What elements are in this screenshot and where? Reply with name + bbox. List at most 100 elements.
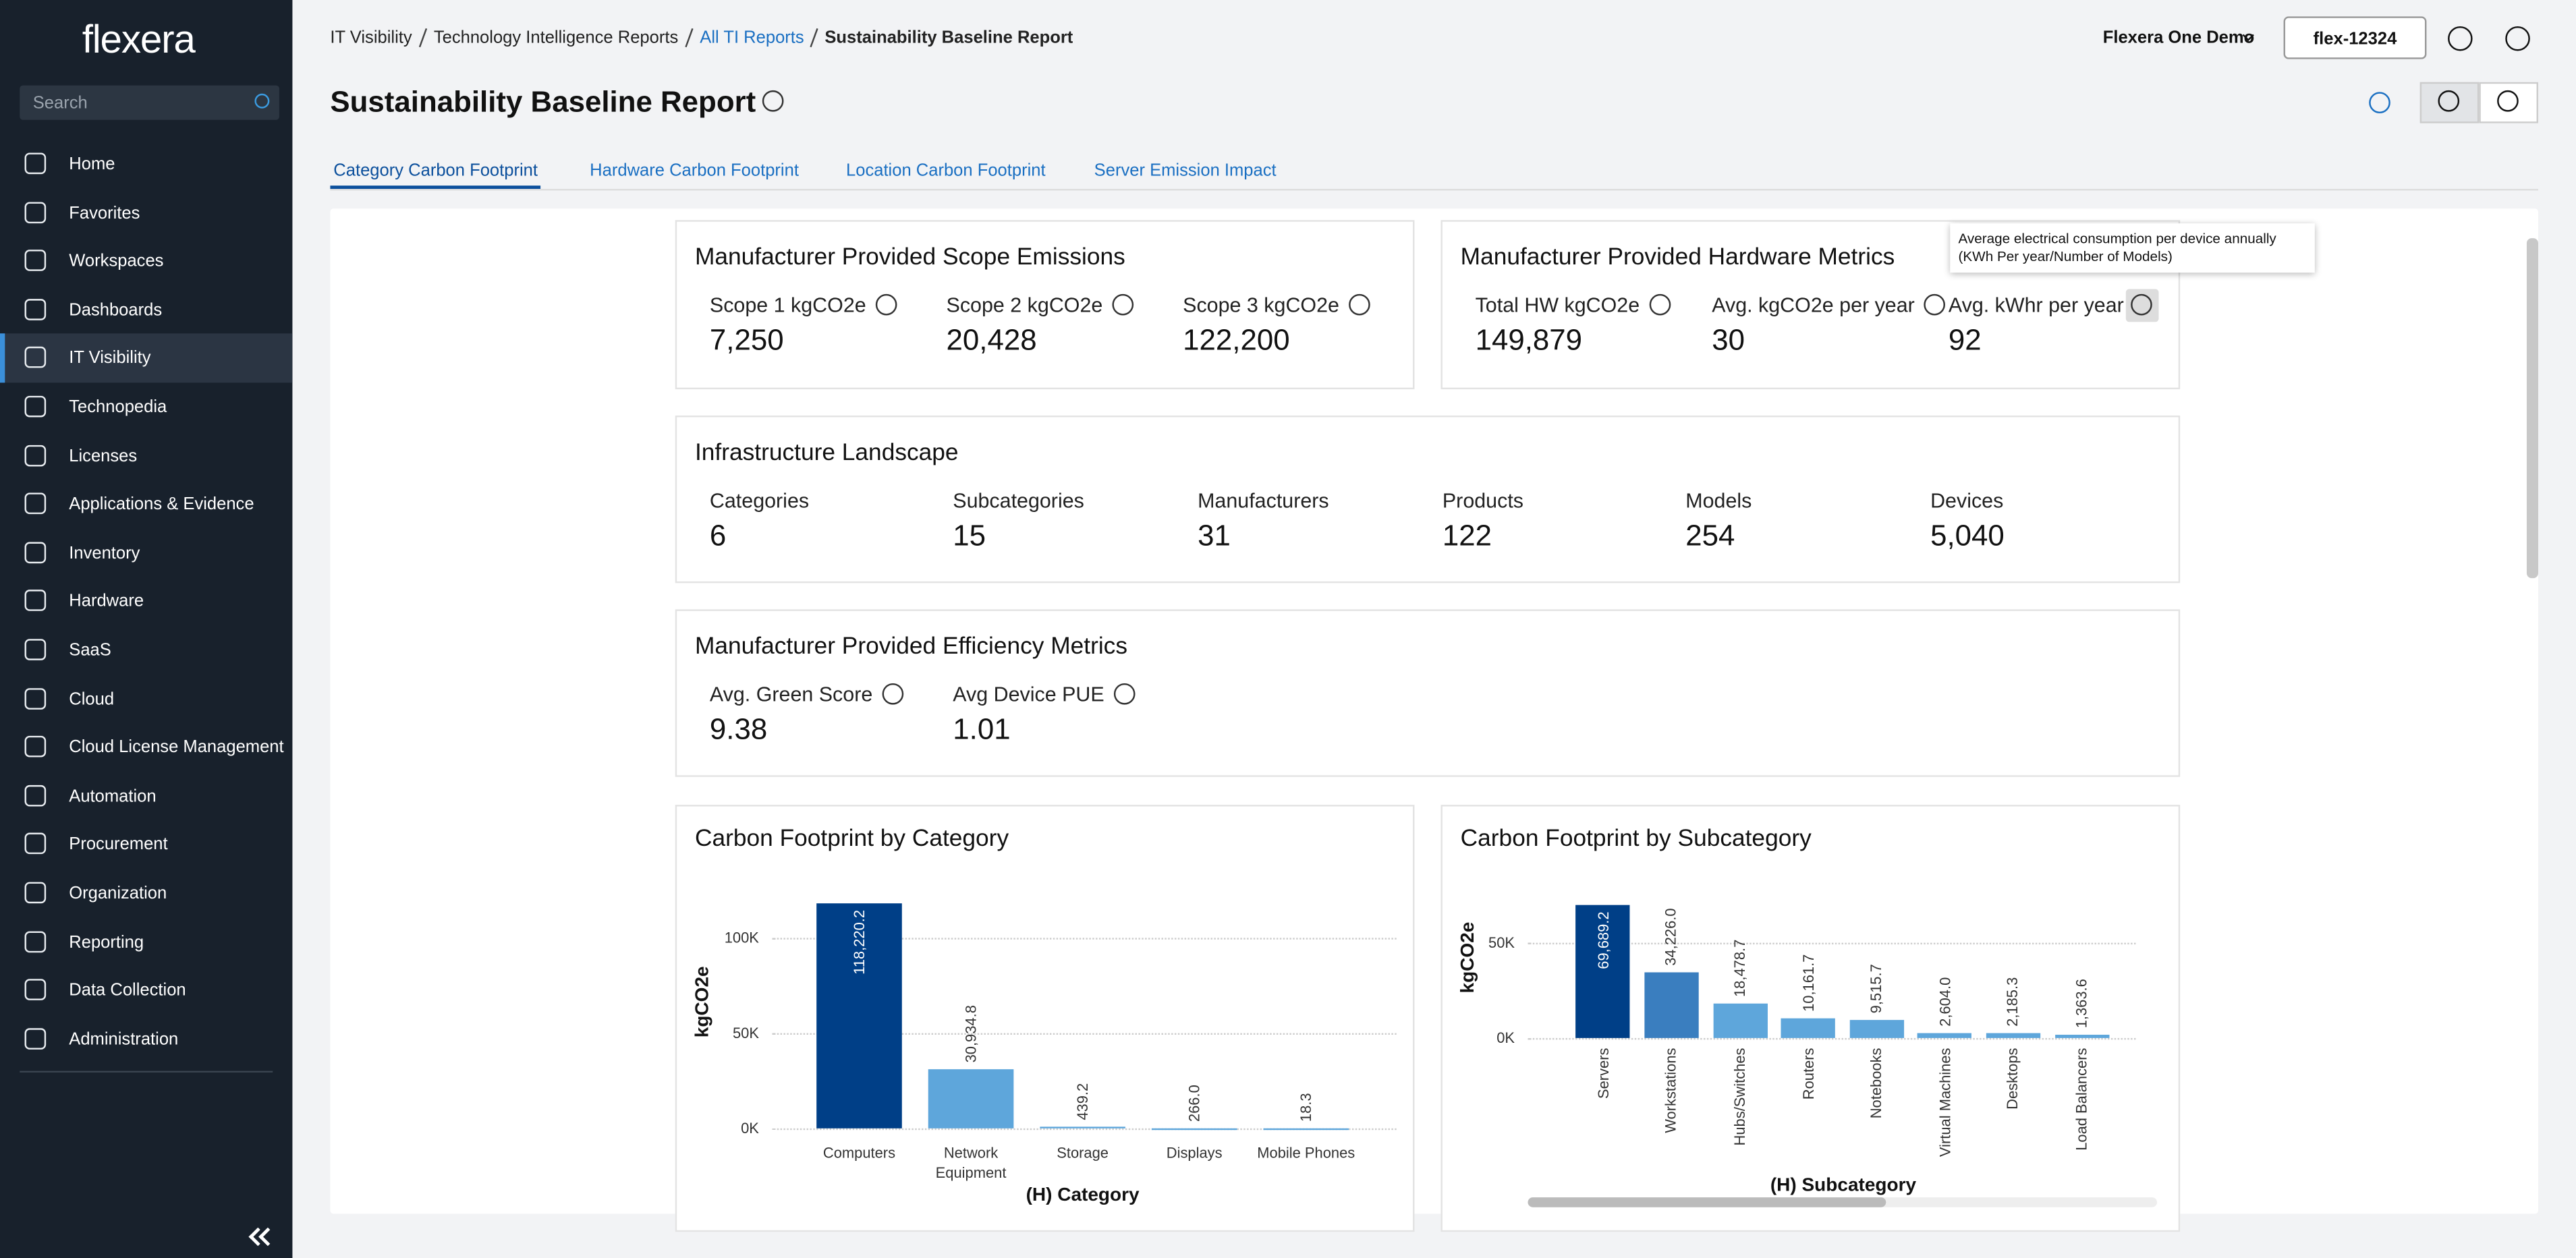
bar[interactable] xyxy=(1917,1033,1972,1038)
bar[interactable] xyxy=(928,1069,1014,1128)
y-tick-label: 0K xyxy=(1496,1029,1515,1047)
help-icon[interactable] xyxy=(2505,26,2530,51)
nav-item[interactable]: Automation xyxy=(69,786,157,807)
bar[interactable] xyxy=(1040,1127,1125,1129)
info-icon[interactable] xyxy=(875,293,897,316)
nav-icon xyxy=(24,590,47,612)
nav-item[interactable]: Workspaces xyxy=(69,252,164,272)
card xyxy=(675,416,2181,583)
nav-item[interactable]: Cloud xyxy=(69,689,115,709)
nav-item[interactable]: Inventory xyxy=(69,543,140,563)
nav-item[interactable]: Applications & Evidence xyxy=(69,494,254,515)
nav-icon xyxy=(24,833,47,855)
breadcrumb-item[interactable]: Technology Intelligence Reports xyxy=(433,28,679,48)
org-name: flex-12324 xyxy=(2313,29,2397,50)
sidebar xyxy=(0,0,293,1258)
tab[interactable]: Hardware Carbon Footprint xyxy=(590,161,799,181)
breadcrumb-item[interactable]: IT Visibility xyxy=(330,28,412,48)
y-tick-label: 100K xyxy=(724,930,759,946)
nav-item[interactable]: Reporting xyxy=(69,932,144,952)
metric-value: 92 xyxy=(1948,323,1982,357)
info-icon[interactable] xyxy=(882,683,904,705)
metric-value: 122,200 xyxy=(1183,323,1290,357)
info-icon[interactable] xyxy=(1924,293,1945,316)
nav-item[interactable]: Technopedia xyxy=(69,397,167,418)
nav-item[interactable]: Favorites xyxy=(69,202,140,223)
account-menu[interactable]: Flexera One Demo xyxy=(2102,28,2255,48)
info-icon[interactable] xyxy=(2125,289,2159,322)
metric-value: 149,879 xyxy=(1475,323,1583,357)
x-axis-label: (H) Subcategory xyxy=(1770,1176,1917,1196)
tab[interactable]: Category Carbon Footprint xyxy=(333,161,538,181)
search-box[interactable]: Search xyxy=(20,85,279,120)
info-icon[interactable] xyxy=(762,90,787,115)
info-icon[interactable] xyxy=(1349,293,1370,316)
nav-icon xyxy=(24,687,47,709)
metric-label: Scope 2 kgCO2e xyxy=(946,293,1103,317)
nav-item[interactable]: Home xyxy=(69,154,115,175)
nav-item[interactable]: Dashboards xyxy=(69,300,163,320)
nav-item[interactable]: Cloud License Management xyxy=(69,737,284,757)
nav-item[interactable]: Licenses xyxy=(69,446,138,466)
bar[interactable] xyxy=(1986,1033,2040,1038)
x-tick-label: Displays xyxy=(1166,1145,1223,1162)
metric-label: Scope 3 kgCO2e xyxy=(1183,293,1339,317)
scrollbar-thumb xyxy=(2526,238,2538,579)
h-scroll-thumb[interactable] xyxy=(1528,1197,1886,1207)
tooltip: Average electrical consumption per devic… xyxy=(1950,223,2315,273)
info-icon[interactable] xyxy=(1649,293,1671,316)
nav-icon xyxy=(24,152,47,175)
x-tick-label: Mobile Phones xyxy=(1257,1145,1355,1162)
metric-label: Avg Device PUE xyxy=(953,683,1104,707)
tab[interactable]: Location Carbon Footprint xyxy=(845,161,1046,181)
metric-value: 30 xyxy=(1712,323,1745,357)
grid-line xyxy=(772,1128,1397,1131)
y-axis-label: kgCO2e xyxy=(693,966,713,1038)
metric-value: 122 xyxy=(1442,519,1492,552)
metric-label: Manufacturers xyxy=(1198,489,1329,513)
breadcrumb-item[interactable]: All TI Reports xyxy=(700,28,804,48)
nav-icon xyxy=(24,882,47,904)
info-icon[interactable] xyxy=(1112,293,1134,316)
info-icon[interactable] xyxy=(1113,683,1136,705)
bar[interactable] xyxy=(1644,973,1699,1038)
nav-item[interactable]: Administration xyxy=(69,1029,179,1050)
card-title: Infrastructure Landscape xyxy=(694,440,959,467)
bar[interactable] xyxy=(816,903,902,1128)
card xyxy=(675,220,1415,390)
bar[interactable] xyxy=(1712,1002,1767,1038)
chart-title: Carbon Footprint by Subcategory xyxy=(1460,826,1812,853)
metric-value: 31 xyxy=(1198,519,1231,552)
metric-value: 254 xyxy=(1685,519,1735,552)
nav-item[interactable]: Procurement xyxy=(69,834,168,855)
logo: flexera xyxy=(82,18,196,63)
metric-label: Subcategories xyxy=(953,489,1084,513)
value-label: 18.3 xyxy=(1297,1093,1314,1122)
org-box[interactable]: flex-12324 xyxy=(2283,16,2427,59)
x-tick-label: Storage xyxy=(1057,1145,1109,1162)
bar[interactable] xyxy=(1151,1128,1237,1129)
value-label: 266.0 xyxy=(1186,1084,1203,1122)
nav-item[interactable]: Hardware xyxy=(69,592,144,612)
bar[interactable] xyxy=(1575,905,1631,1038)
card xyxy=(675,609,2181,777)
user-icon[interactable] xyxy=(2448,26,2473,51)
nav-item[interactable]: Organization xyxy=(69,884,167,904)
value-label: 30,934.8 xyxy=(962,1005,980,1063)
y-tick-label: 50K xyxy=(732,1025,759,1041)
nav-item[interactable]: SaaS xyxy=(69,640,111,660)
chart-title: Carbon Footprint by Category xyxy=(694,826,1009,853)
metric-value: 6 xyxy=(709,519,727,552)
share-icon[interactable] xyxy=(2369,92,2390,114)
bar[interactable] xyxy=(1263,1128,1349,1130)
grid-line xyxy=(772,1033,1397,1035)
tab[interactable]: Server Emission Impact xyxy=(1094,161,1277,181)
bar[interactable] xyxy=(2054,1035,2109,1038)
bar[interactable] xyxy=(1781,1019,1836,1038)
nav-item[interactable]: IT Visibility xyxy=(69,349,151,369)
bar[interactable] xyxy=(1849,1019,1904,1038)
metric-value: 5,040 xyxy=(1930,519,2005,552)
card-title: Manufacturer Provided Efficiency Metrics xyxy=(694,633,1128,660)
nav-item[interactable]: Data Collection xyxy=(69,981,186,1001)
